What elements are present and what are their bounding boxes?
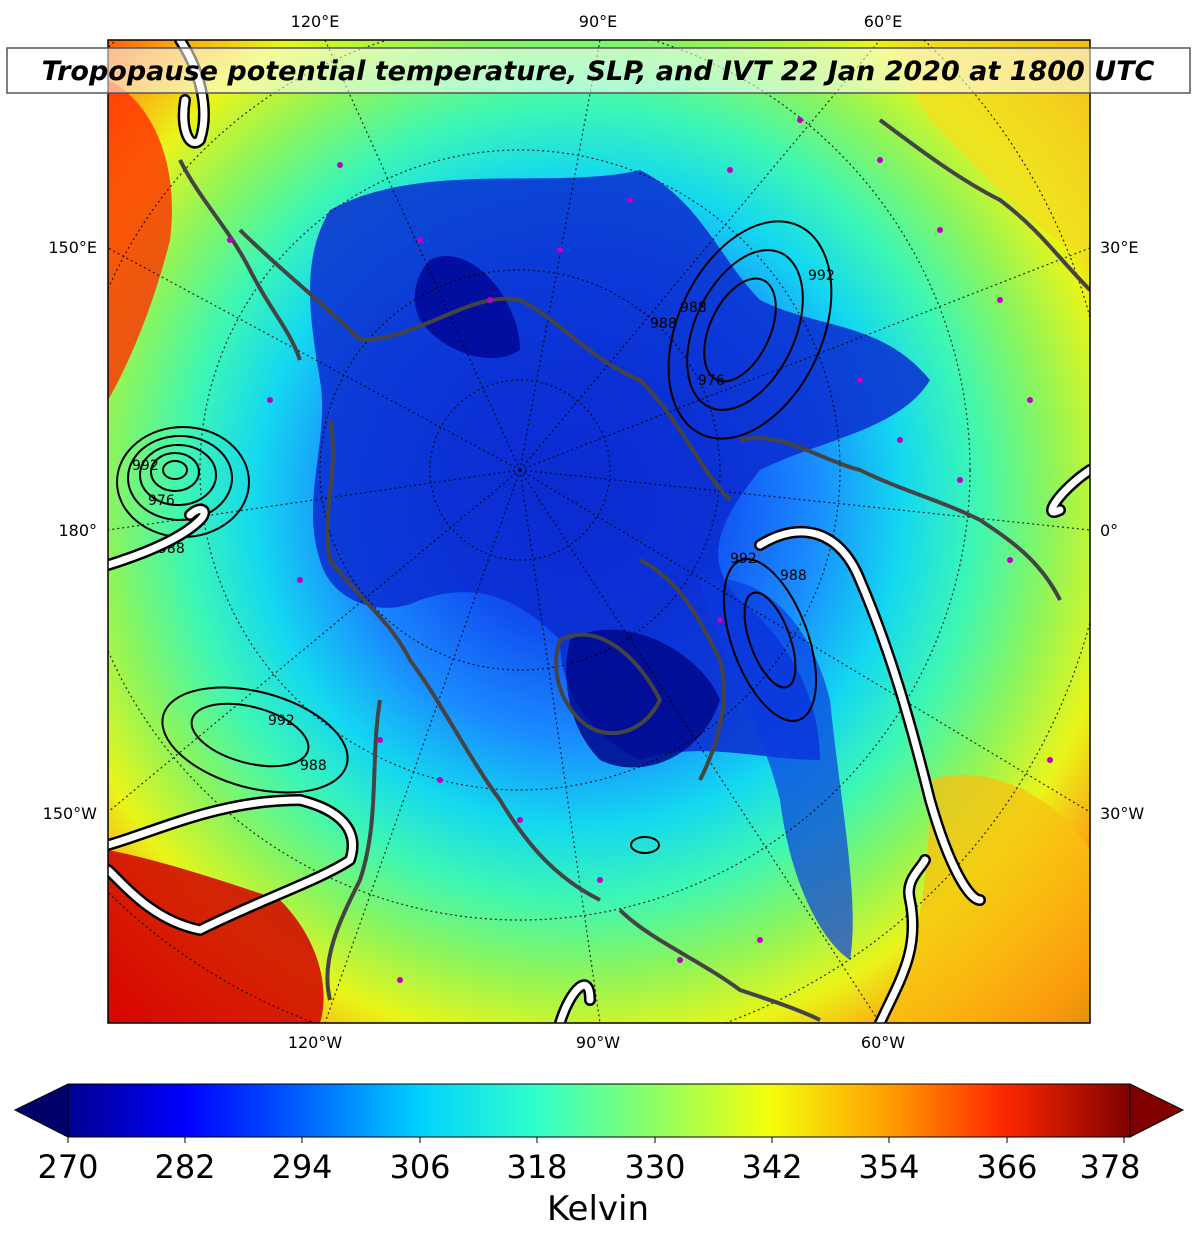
lon-label: 30°E: [1100, 238, 1138, 257]
slp-low-west: [116, 426, 250, 538]
slp-labels: 992 988 976 988 992 988 992 976 988 992 …: [132, 268, 835, 774]
top-tick-labels: 120°E 90°E 60°E: [291, 12, 903, 31]
slp-label: 992: [808, 268, 835, 284]
title-box: [6, 47, 1191, 94]
colorbar-tick: 282: [154, 1148, 215, 1186]
slp-label: 988: [300, 758, 327, 774]
lon-label: 150°E: [48, 238, 97, 257]
slp-label: 992: [268, 713, 295, 729]
slp-low-north: [667, 220, 833, 440]
lon-label: 60°W: [861, 1033, 905, 1052]
colorbar-tick: 354: [858, 1148, 919, 1186]
slp-label: 992: [132, 458, 159, 474]
colorbar-tick: 378: [1079, 1148, 1140, 1186]
colorbar-min-extend: [13, 1083, 69, 1138]
warm-region-sw: [108, 850, 324, 1023]
colorbar: 270 282 294 306 318 330 342 354 366 378 …: [13, 1083, 1185, 1229]
lon-label: 120°E: [291, 12, 340, 31]
map-frame: [107, 39, 1091, 1024]
colorbar-tick: 270: [37, 1148, 98, 1186]
lon-label: 30°W: [1100, 804, 1144, 823]
graticule: [108, 40, 1090, 1023]
colorbar-tick: 306: [389, 1148, 450, 1186]
map-title: Tropopause potential temperature, SLP, a…: [42, 56, 1155, 87]
colorbar-tick: 294: [271, 1148, 332, 1186]
colorbar-tick: 318: [506, 1148, 567, 1186]
lon-label: 90°W: [576, 1033, 620, 1052]
lon-label: 60°E: [864, 12, 902, 31]
colorbar-tick: 342: [741, 1148, 802, 1186]
cold-tongue-east: [700, 578, 853, 960]
slp-label: 976: [698, 373, 725, 389]
lon-label: 0°: [1100, 521, 1118, 540]
slp-label: 988: [680, 300, 707, 316]
lon-label: 150°W: [43, 804, 98, 823]
slp-low-east: [722, 558, 818, 722]
slp-label: 976: [148, 493, 175, 509]
warm-region-nw: [108, 80, 172, 400]
colorbar-label: Kelvin: [547, 1189, 649, 1229]
colorbar-max-extend: [1129, 1083, 1185, 1138]
map-panel: 992 988 976 988 992 988 992 976 988 992 …: [108, 40, 1090, 1023]
bottom-tick-labels: 120°W 90°W 60°W: [288, 1033, 905, 1052]
lon-label: 120°W: [288, 1033, 343, 1052]
colorbar-tick: 330: [624, 1148, 685, 1186]
lon-label: 90°E: [579, 12, 617, 31]
lon-label: 180°: [58, 521, 97, 540]
warm-region-ne: [900, 40, 1090, 260]
slp-label: 988: [780, 568, 807, 584]
colorbar-bar: [67, 1083, 1131, 1138]
slp-label: 992: [730, 551, 757, 567]
left-tick-labels: 150°E 180° 150°W: [43, 238, 98, 823]
slp-low-south: [161, 686, 660, 854]
right-tick-labels: 30°E 0° 30°W: [1100, 238, 1144, 823]
ivt-contours: [108, 40, 1090, 1023]
coastlines: [178, 118, 1090, 1022]
station-markers: [227, 117, 1053, 983]
colorbar-tick: 366: [976, 1148, 1037, 1186]
slp-label: 988: [650, 316, 677, 332]
